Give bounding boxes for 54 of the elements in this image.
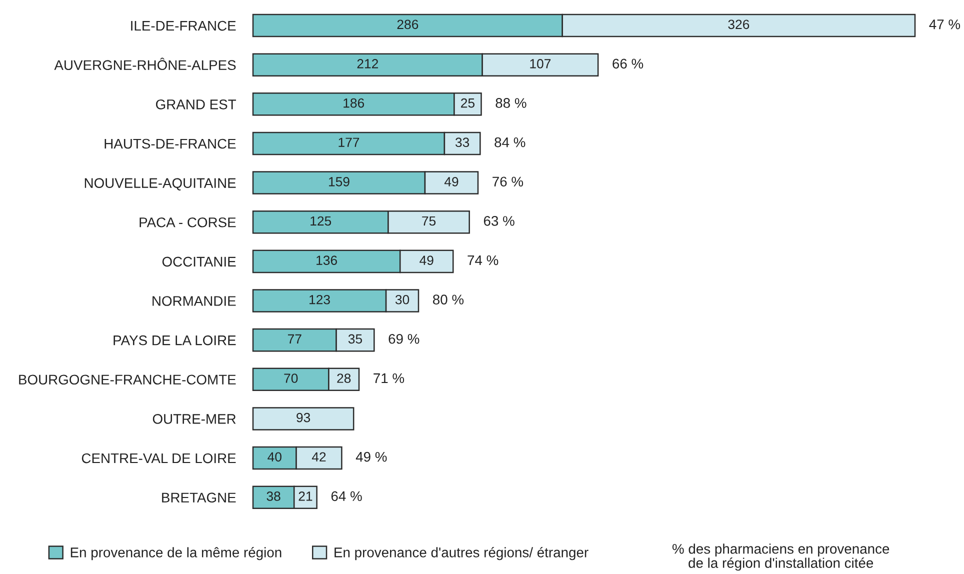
- data-label: 77: [288, 334, 302, 344]
- data-label: 28: [337, 374, 351, 383]
- legend-label: En provenance de la même région: [70, 547, 282, 560]
- data-label: 212: [357, 59, 378, 68]
- text: % des pharmaciens en provenance de la région d'installation citée: [672, 544, 890, 571]
- y-tick-label: BRETAGNE: [162, 492, 236, 503]
- y-tick-label: ILE-DE-FRANCE: [131, 20, 236, 31]
- y-tick-label: OUTRE-MER: [152, 414, 236, 424]
- annotation: 47 %: [929, 19, 960, 30]
- data-label: 35: [348, 334, 362, 344]
- data-label: 42: [312, 452, 326, 462]
- data-label: 21: [298, 492, 312, 501]
- y-tick-label: CENTRE-VAL DE LOIRE: [82, 453, 236, 464]
- data-label: 186: [344, 98, 364, 108]
- data-label: 136: [316, 256, 337, 265]
- annotation: 64 %: [331, 491, 362, 502]
- data-label: 70: [284, 374, 298, 383]
- data-label: 107: [530, 59, 551, 68]
- data-label: 159: [328, 177, 350, 186]
- data-label: 33: [455, 138, 470, 148]
- y-tick-label: PAYS DE LA LOIRE: [114, 335, 236, 346]
- annotation: 71 %: [374, 373, 404, 384]
- y-tick-label: BOURGOGNE-FRANCHE-COMTE: [19, 374, 236, 385]
- data-label: 75: [422, 216, 436, 226]
- data-label: 49: [420, 256, 434, 265]
- y-tick-label: HAUTS-DE-FRANCE: [104, 138, 236, 149]
- y-tick-label: GRAND EST: [156, 100, 236, 110]
- data-label: 177: [338, 138, 360, 147]
- annotation: 49 %: [356, 452, 387, 462]
- annotation: 74 %: [468, 255, 498, 266]
- bar: [252, 407, 354, 430]
- annotation: 88 %: [496, 98, 526, 108]
- annotation: 84 %: [494, 137, 526, 148]
- data-label: 38: [266, 492, 280, 501]
- annotation: 66 %: [612, 58, 644, 69]
- y-tick-label: NORMANDIE: [152, 296, 236, 306]
- y-tick-label: AUVERGNE-RHÔNE-ALPES: [54, 58, 236, 70]
- annotation: 63 %: [484, 216, 514, 226]
- data-label: 30: [395, 294, 410, 304]
- annotation: 76 %: [492, 176, 524, 187]
- data-label: 40: [268, 452, 282, 462]
- y-tick-label: NOUVELLE-AQUITAINE: [84, 178, 236, 190]
- data-label: 25: [461, 98, 475, 108]
- y-tick-label: PACA - CORSE: [140, 217, 236, 228]
- data-label: 49: [444, 177, 458, 186]
- legend-label: En provenance d'autres régions/ étranger: [334, 547, 588, 560]
- annotation: 69 %: [388, 334, 420, 344]
- data-label: 286: [397, 20, 418, 30]
- data-label: 93: [296, 412, 310, 422]
- y-tick-label: OCCITANIE: [162, 256, 236, 267]
- data-label: 123: [310, 294, 330, 304]
- annotation: 80 %: [432, 294, 464, 304]
- data-label: 326: [728, 20, 750, 30]
- data-label: 125: [310, 216, 332, 226]
